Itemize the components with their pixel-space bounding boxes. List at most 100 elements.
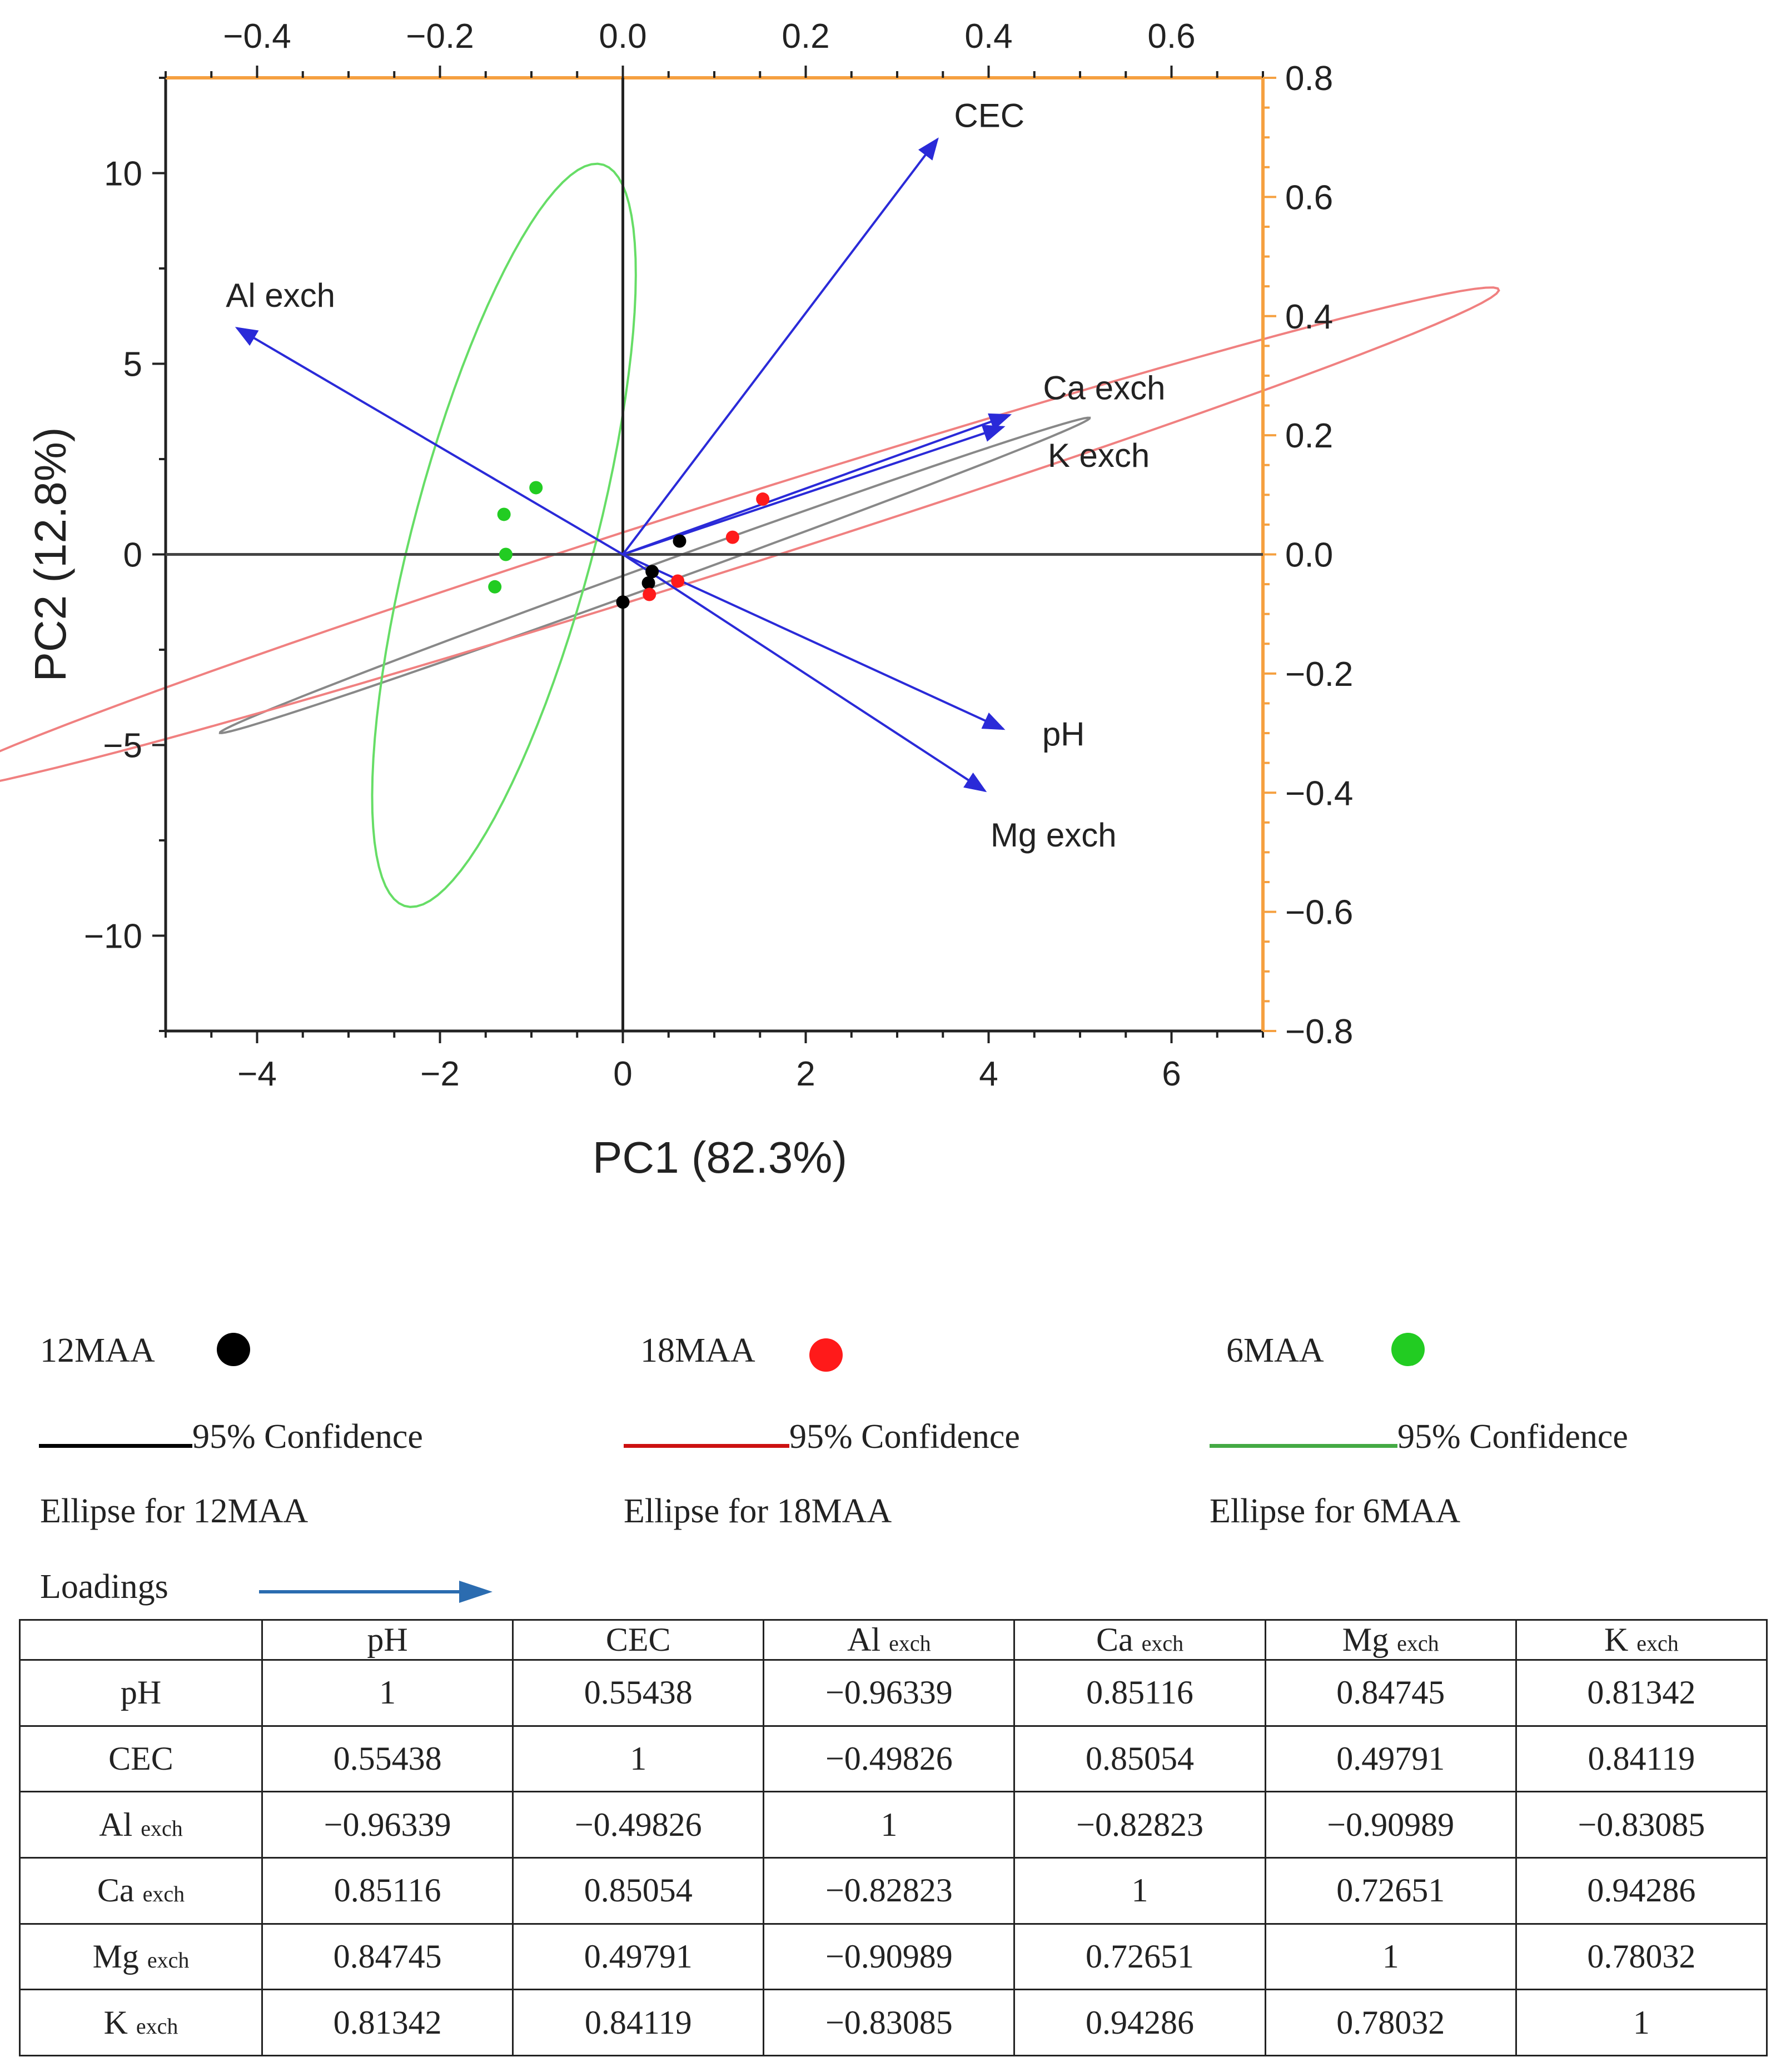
table-cell: −0.49826	[763, 1725, 1016, 1793]
loading-label: K exch	[1048, 437, 1150, 474]
table-header-cell: pH	[261, 1619, 514, 1661]
table-header-cell: Al exch	[763, 1619, 1016, 1661]
pca-biplot: −4 −2 0 2 4 6 10 5 0 −5 −10 −0.4 −0.2 0.0 0.2 0.4 0.6 0.8…	[0, 17, 1500, 1182]
top-tick-label: 0.6	[1147, 17, 1195, 56]
right-tick-label: −0.6	[1285, 894, 1353, 932]
legend-ellipse-label-6maa: 95% Confidence	[1397, 1418, 1628, 1456]
data-point	[643, 587, 656, 601]
y-tick-label: −10	[84, 918, 142, 956]
legend-marker-6maa	[1391, 1333, 1425, 1366]
x-tick-label: 6	[1162, 1055, 1181, 1093]
x-tick-label: −2	[420, 1055, 460, 1093]
table-row: Ca exch 0.85116 0.85054 −0.82823 1 0.726…	[19, 1856, 1768, 1925]
table-cell: 0.85116	[1013, 1659, 1266, 1727]
row-label: Mg exch	[19, 1922, 263, 1991]
loading-label: CEC	[954, 97, 1024, 134]
loading-arrow	[622, 553, 987, 793]
legend-label-6maa: 6MAA	[1226, 1332, 1324, 1369]
right-tick-label: −0.2	[1285, 655, 1353, 694]
table-cell: 0.81342	[261, 1989, 514, 2056]
data-point	[756, 492, 770, 506]
table-cell: 1	[1264, 1922, 1517, 1991]
table-cell: −0.90989	[1264, 1791, 1517, 1859]
legend-loadings-label: Loadings	[40, 1568, 168, 1606]
table-cell: 0.85116	[261, 1856, 514, 1925]
table-cell: −0.82823	[763, 1856, 1016, 1925]
table-cell: 0.85054	[1013, 1725, 1266, 1793]
table-cell: 0.72651	[1264, 1856, 1517, 1925]
legend-ellipse-label-12maa: 95% Confidence	[192, 1418, 423, 1456]
top-tick-label: 0.4	[964, 17, 1012, 56]
data-point	[497, 507, 511, 521]
table-header-cell: Mg exch	[1264, 1619, 1517, 1661]
x-tick-label: 4	[979, 1055, 998, 1093]
data-point	[499, 547, 513, 561]
data-point	[529, 481, 543, 495]
legend-ellipse-line-18maa	[624, 1444, 789, 1448]
row-label: Ca exch	[19, 1856, 263, 1925]
table-cell: 0.49791	[512, 1922, 765, 1991]
y-axis-title: PC2 (12.8%)	[26, 427, 75, 682]
legend-ellipse-line-12maa	[39, 1444, 192, 1448]
right-tick-label: 0.6	[1285, 178, 1333, 217]
table-row: CEC 0.55438 1 −0.49826 0.85054 0.49791 0…	[19, 1725, 1768, 1793]
table-cell: 0.72651	[1013, 1922, 1266, 1991]
data-point	[725, 530, 739, 544]
table-cell: 1	[1515, 1989, 1768, 2056]
table-cell: 1	[763, 1791, 1016, 1859]
top-tick-label: −0.2	[406, 17, 474, 56]
confidence-ellipse-0	[218, 416, 1091, 734]
loading-arrow	[621, 137, 939, 555]
y-tick-label: 5	[123, 346, 142, 384]
right-tick-label: −0.4	[1285, 774, 1353, 813]
data-point	[616, 595, 630, 609]
loading-arrow	[622, 425, 1006, 556]
table-cell: 0.55438	[261, 1725, 514, 1793]
right-tick-label: 0.0	[1285, 536, 1333, 575]
x-axis-title: PC1 (82.3%)	[593, 1133, 847, 1182]
loading-label: Al exch	[226, 277, 335, 314]
top-tick-label: −0.4	[223, 17, 291, 56]
table-cell: 0.81342	[1515, 1659, 1768, 1727]
table-cell: 0.84745	[261, 1922, 514, 1991]
data-point	[645, 565, 659, 579]
legend-ellipse-caption-18maa: Ellipse for 18MAA	[624, 1492, 892, 1530]
right-tick-label: −0.8	[1285, 1013, 1353, 1051]
table-cell: 0.94286	[1013, 1989, 1266, 2056]
table-cell: 0.94286	[1515, 1856, 1768, 1925]
table-row: pH 1 0.55438 −0.96339 0.85116 0.84745 0.…	[19, 1659, 1768, 1727]
top-tick-label: 0.0	[599, 17, 646, 56]
table-cell: −0.96339	[763, 1659, 1016, 1727]
correlation-table: pH CEC Al exch Ca exch Mg exch K exch pH…	[19, 1619, 1768, 2056]
table-header-cell: K exch	[1515, 1619, 1768, 1661]
table-header-cell: Ca exch	[1013, 1619, 1266, 1661]
top-tick-label: 0.2	[782, 17, 829, 56]
row-label: K exch	[19, 1989, 263, 2056]
loading-arrow	[622, 413, 1012, 556]
table-cell: 1	[512, 1725, 765, 1793]
loading-arrow	[622, 553, 1006, 730]
table-row: Al exch −0.96339 −0.49826 1 −0.82823 −0.…	[19, 1791, 1768, 1859]
x-tick-label: 2	[796, 1055, 815, 1093]
confidence-ellipse-1	[0, 286, 1500, 782]
legend-loadings-arrow-icon	[259, 1581, 492, 1603]
legend-ellipse-caption-6maa: Ellipse for 6MAA	[1210, 1492, 1461, 1530]
table-header-cell: CEC	[512, 1619, 765, 1661]
legend-ellipse-caption-12maa: Ellipse for 12MAA	[40, 1492, 309, 1530]
table-cell: 0.84119	[512, 1989, 765, 2056]
right-tick-label: 0.4	[1285, 298, 1333, 336]
right-tick-label: 0.2	[1285, 417, 1333, 455]
row-label: Al exch	[19, 1791, 263, 1859]
loading-label: pH	[1042, 716, 1085, 753]
x-tick-label: 0	[613, 1055, 632, 1093]
table-cell: 0.78032	[1515, 1922, 1768, 1991]
data-point	[641, 576, 655, 590]
table-cell: −0.49826	[512, 1791, 765, 1859]
y-tick-label: −5	[103, 727, 142, 765]
table-cell: −0.82823	[1013, 1791, 1266, 1859]
legend-label-12maa: 12MAA	[40, 1332, 155, 1369]
table-cell: 0.84119	[1515, 1725, 1768, 1793]
table-cell: 0.49791	[1264, 1725, 1517, 1793]
table-cell: −0.83085	[763, 1989, 1016, 2056]
table-cell: 0.85054	[512, 1856, 765, 1925]
